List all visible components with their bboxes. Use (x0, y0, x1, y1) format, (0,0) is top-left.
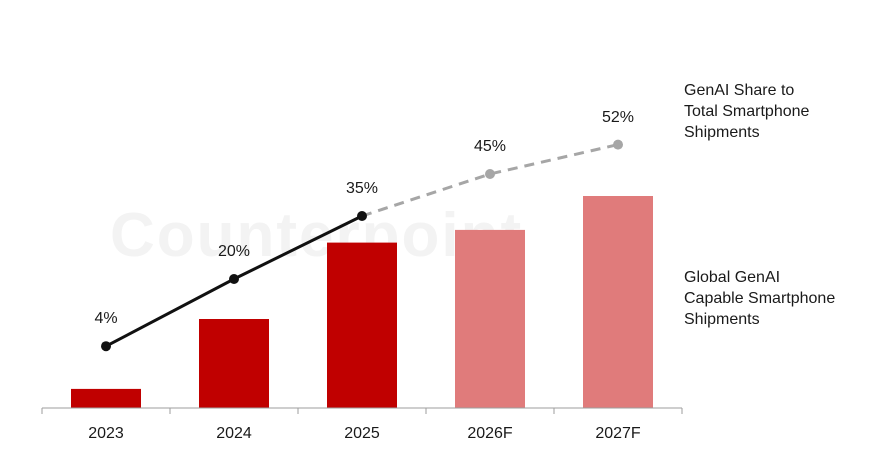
line-forecast (361, 143, 619, 218)
bar-2026F (455, 229, 525, 408)
legend-line-row-1: GenAI Share to (684, 82, 795, 99)
x-ticks (41, 408, 683, 414)
bar-2023 (71, 388, 141, 408)
legend-bar-row-3: Shipments (684, 311, 760, 328)
bar-2025 (327, 242, 397, 408)
x-tick-label-2023: 2023 (88, 425, 124, 442)
legend-line-row-2: Total Smartphone (684, 103, 810, 120)
line-point-2023 (101, 341, 111, 352)
line-point-2026F (485, 169, 495, 179)
line-point-2024 (229, 274, 239, 284)
bars (71, 196, 653, 408)
data-label-2026F: 45% (473, 138, 507, 155)
legend-line-row-3: Shipments (684, 124, 760, 141)
legend-bar: Global GenAI Capable Smartphone Shipment… (684, 267, 835, 330)
line-series (101, 139, 623, 352)
legend-bar-row-2: Capable Smartphone (684, 290, 836, 307)
bar-2027F (583, 196, 653, 408)
line-point-2025 (357, 211, 367, 221)
data-label-2027F: 52% (601, 108, 635, 126)
legend-bar-row-1: Global GenAI (684, 269, 781, 286)
x-tick-label-2025: 2025 (344, 425, 380, 442)
x-tick-label-2024: 2024 (216, 425, 252, 442)
data-label-2025: 35% (345, 180, 379, 197)
x-tick-label-2026F: 2026F (467, 425, 513, 442)
legend-line: GenAI Share to Total Smartphone Shipment… (684, 80, 809, 143)
data-label-2023: 4% (94, 310, 118, 328)
bar-2024 (199, 319, 269, 408)
data-label-2024: 20% (217, 243, 251, 260)
x-tick-label-2027F: 2027F (595, 425, 641, 442)
line-point-2027F (613, 139, 623, 150)
